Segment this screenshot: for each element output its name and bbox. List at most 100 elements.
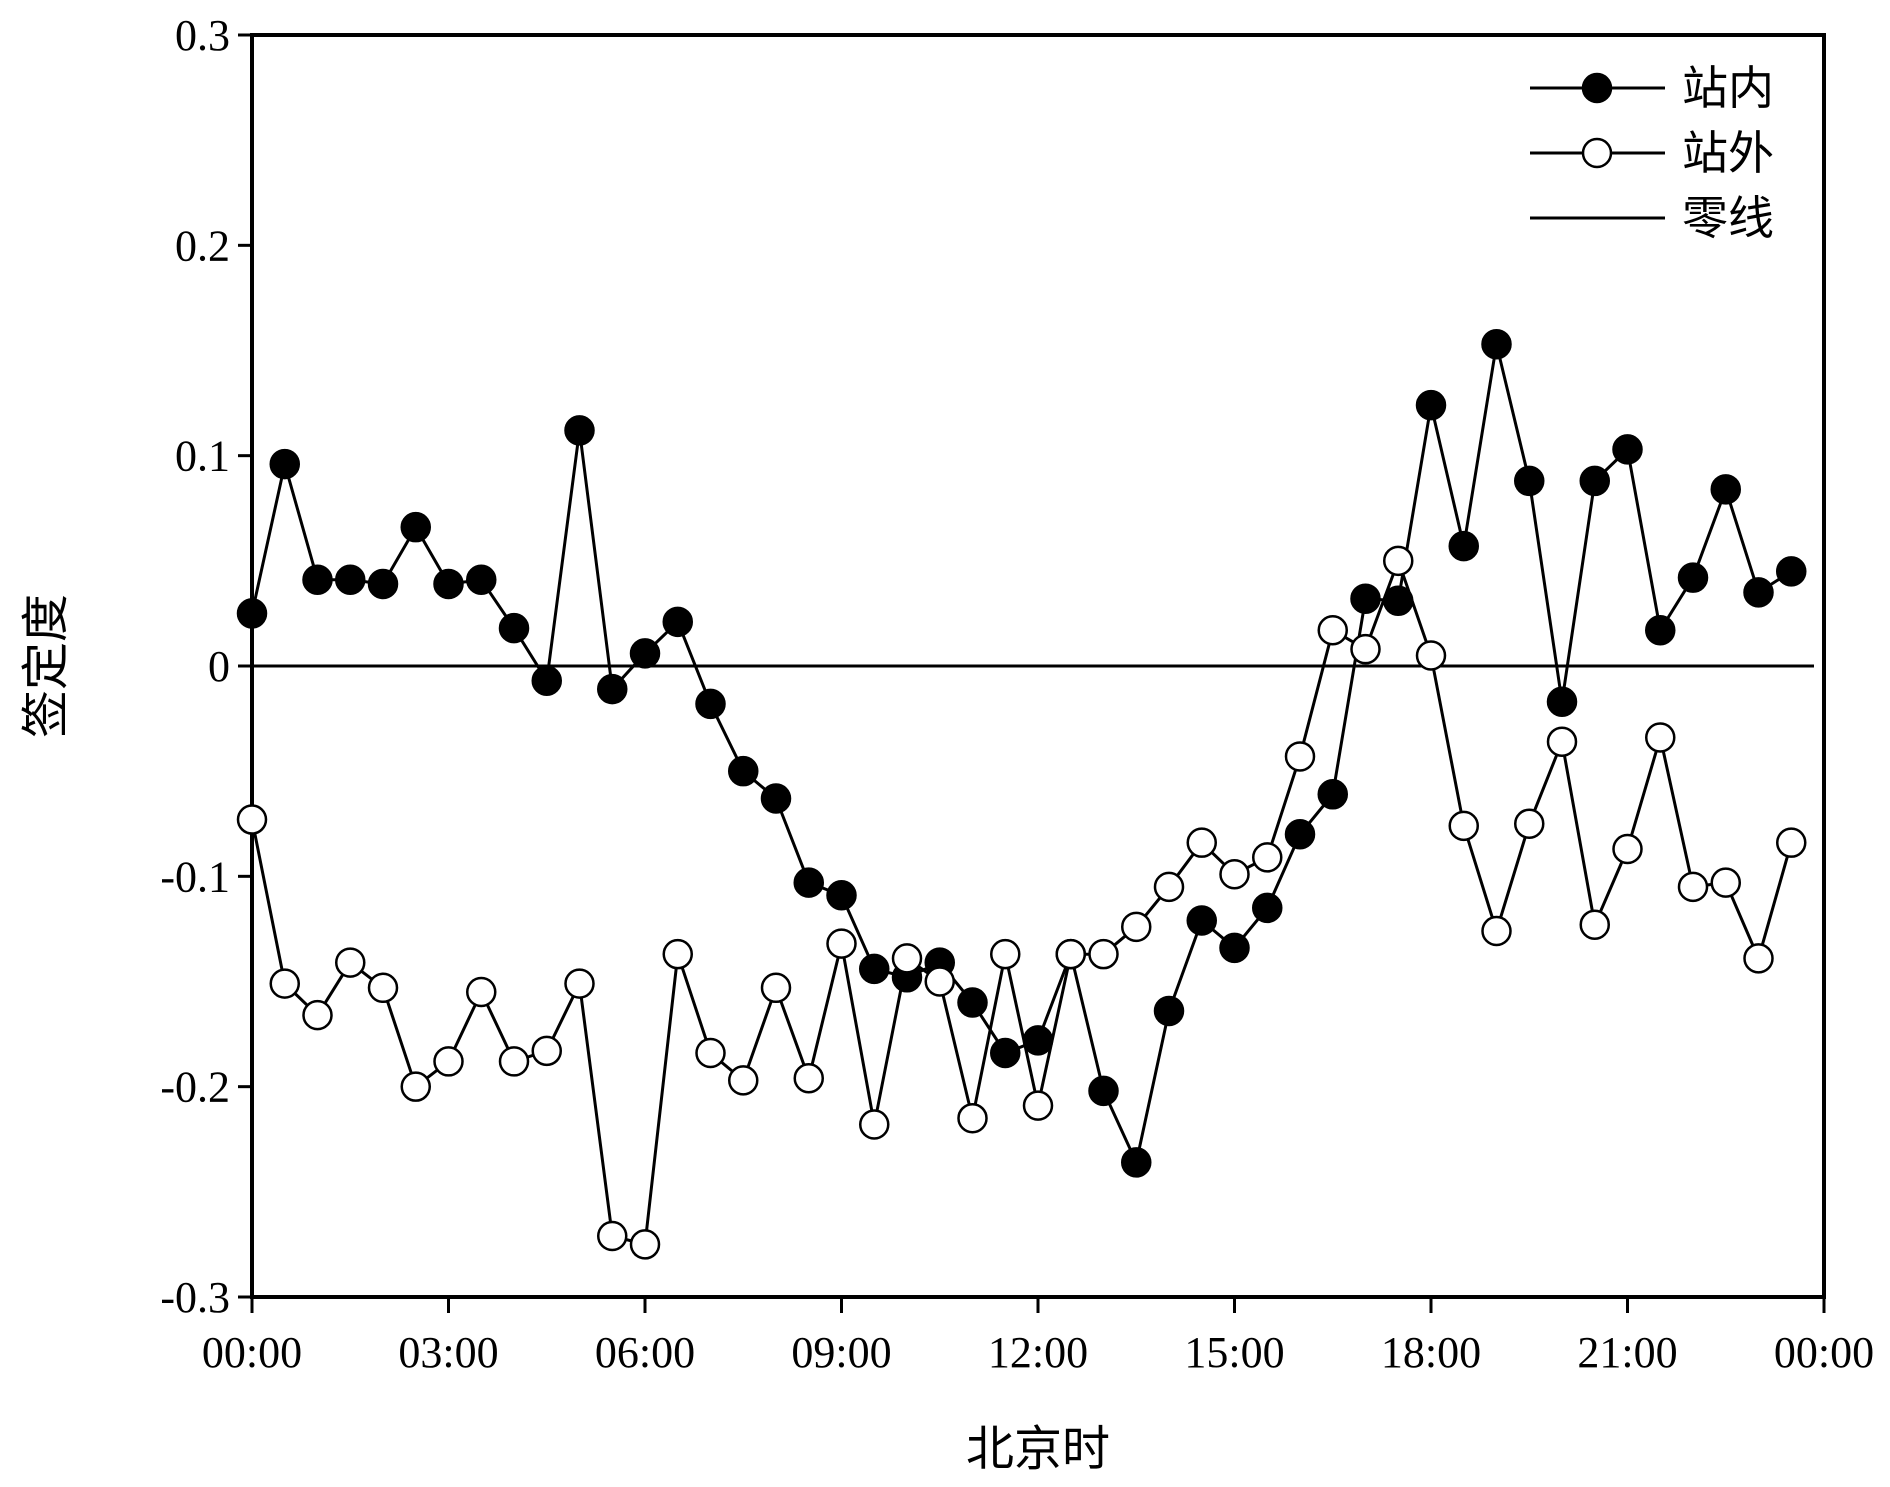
data-point [957, 1102, 988, 1134]
data-point [1677, 562, 1709, 593]
data-point [400, 1071, 431, 1102]
data-point [1350, 633, 1381, 665]
data-point [1186, 905, 1217, 936]
data-point [1219, 858, 1250, 890]
data-point [269, 968, 300, 999]
y-axis: 0.3 0.2 0.1 0 -0.1 -0.2 -0.3 [160, 11, 252, 1322]
data-point [1448, 530, 1479, 562]
data-point [564, 415, 595, 446]
data-point [760, 783, 792, 814]
x-tick-label: 12:00 [988, 1328, 1088, 1377]
data-point [302, 564, 333, 596]
data-point [1645, 614, 1676, 646]
legend-marker [1581, 72, 1613, 104]
data-point [1481, 328, 1512, 360]
data-point [466, 564, 497, 596]
y-tick-label: 0.3 [175, 11, 230, 60]
series-layer [236, 328, 1807, 1260]
data-point [990, 1037, 1021, 1069]
data-point [1383, 545, 1414, 577]
y-tick-label: -0.2 [160, 1063, 230, 1112]
data-point [236, 804, 268, 835]
data-point [1252, 892, 1283, 924]
data-point [1776, 827, 1807, 858]
data-point [269, 448, 300, 480]
data-point [1022, 1090, 1054, 1121]
y-tick-label: -0.1 [160, 852, 230, 901]
x-tick-label: 21:00 [1577, 1328, 1677, 1377]
data-point [1284, 741, 1316, 772]
data-point [1612, 833, 1643, 865]
legend-item: 零线 [1530, 193, 1774, 244]
data-point [629, 638, 661, 669]
y-axis-title: 签定度 [20, 594, 73, 738]
data-point [531, 665, 562, 696]
series-line [250, 556, 1793, 1247]
data-point [1448, 810, 1479, 842]
data-point [1612, 434, 1643, 465]
data-point [498, 612, 530, 644]
data-point [1645, 722, 1676, 753]
data-point [433, 1046, 464, 1077]
data-point [629, 1229, 661, 1260]
data-point [1153, 995, 1185, 1027]
data-point [728, 1065, 759, 1096]
y-tick-label: 0.1 [175, 432, 230, 481]
data-point [564, 968, 595, 999]
data-point [367, 568, 399, 600]
data-point [1710, 867, 1741, 898]
legend-item: 站外 [1530, 128, 1774, 179]
data-point [1743, 943, 1774, 974]
series-2 [236, 545, 1807, 1260]
data-point [1317, 779, 1348, 810]
data-point [662, 938, 693, 970]
data-point [826, 928, 857, 959]
data-point [891, 943, 923, 974]
legend-marker [1581, 137, 1613, 169]
data-point [760, 972, 792, 1004]
data-point [728, 755, 759, 787]
data-point [1546, 726, 1578, 757]
data-point [1284, 819, 1316, 850]
data-point [236, 598, 268, 629]
data-point [1743, 577, 1774, 608]
x-tick-label: 06:00 [595, 1328, 695, 1377]
legend-label: 站外 [1682, 128, 1774, 179]
data-point [1088, 938, 1119, 970]
data-point [302, 999, 333, 1031]
x-tick-label: 00:00 [202, 1328, 302, 1377]
data-point [1153, 871, 1185, 903]
series-1 [236, 328, 1807, 1178]
data-point [1481, 915, 1512, 947]
data-point [1186, 827, 1217, 858]
data-point [957, 987, 988, 1018]
data-point [1514, 808, 1545, 839]
data-point [1252, 842, 1283, 873]
data-point [924, 966, 955, 997]
data-point [1219, 932, 1250, 964]
data-point [1710, 474, 1741, 505]
data-point [826, 880, 857, 911]
data-point [466, 976, 497, 1008]
legend-label: 站内 [1682, 63, 1774, 114]
data-point [1317, 614, 1348, 646]
x-tick-label: 00:00 [1774, 1328, 1874, 1377]
data-point [1415, 640, 1447, 671]
x-tick-label: 03:00 [398, 1328, 498, 1377]
x-tick-label: 18:00 [1381, 1328, 1481, 1377]
y-tick-label: 0 [208, 642, 230, 691]
x-axis: 00:00 03:00 06:00 09:00 12:00 15:00 18:00 21:00… [202, 1297, 1874, 1377]
data-point [597, 1220, 628, 1252]
data-point [597, 673, 628, 705]
data-point [531, 1035, 562, 1067]
data-point [335, 947, 366, 978]
x-tick-label: 09:00 [791, 1328, 891, 1377]
data-point [859, 1109, 890, 1140]
data-point [1579, 465, 1610, 497]
data-point [1121, 911, 1152, 943]
data-point [400, 511, 431, 543]
data-point [695, 1037, 726, 1069]
